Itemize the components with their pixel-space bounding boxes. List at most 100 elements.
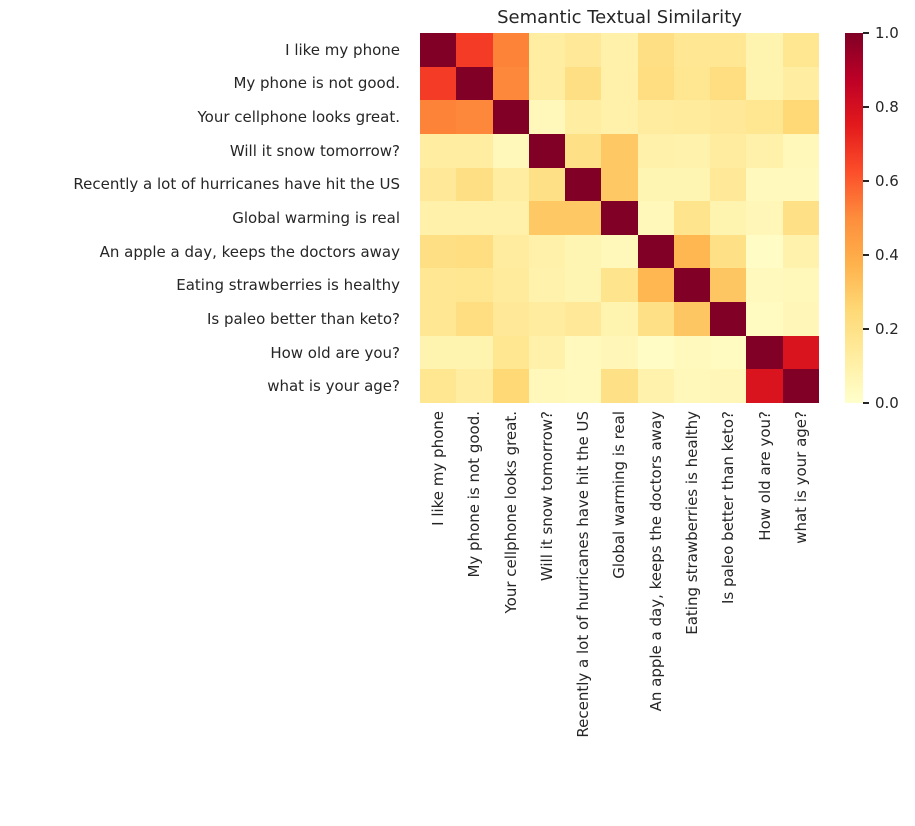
heatmap-cell — [637, 268, 674, 303]
heatmap-cell — [601, 201, 638, 235]
heatmap-cell — [456, 201, 493, 235]
x-axis-label-text: Will it snow tomorrow? — [537, 411, 556, 582]
heatmap-cell — [492, 33, 529, 67]
colorbar-tick — [863, 254, 869, 256]
heatmap-cell — [528, 369, 566, 403]
heatmap-cell — [746, 268, 783, 303]
heatmap-cell — [637, 167, 674, 202]
heatmap-cell — [420, 369, 457, 403]
x-axis-label: what is your age? — [783, 411, 819, 544]
heatmap-cell — [420, 302, 457, 336]
x-axis-label-text: How old are you? — [755, 411, 774, 541]
x-axis-label-text: Recently a lot of hurricanes have hit th… — [574, 411, 593, 738]
heatmap-cell — [565, 167, 602, 202]
x-axis-label: Eating strawberries is healthy — [674, 411, 710, 635]
heatmap-cell — [492, 66, 529, 101]
heatmap-cell — [601, 133, 638, 168]
heatmap-cell — [492, 167, 529, 202]
heatmap-cell — [601, 369, 638, 403]
y-axis-label: Is paleo better than keto? — [207, 309, 400, 328]
heatmap-cell — [637, 335, 674, 370]
colorbar-tick-label: 0.4 — [875, 246, 899, 264]
x-axis-label: Global warming is real — [601, 411, 637, 579]
heatmap-cell — [492, 369, 529, 403]
heatmap-cell — [782, 33, 819, 67]
y-axis-label: My phone is not good. — [233, 74, 400, 93]
heatmap-cell — [673, 302, 711, 336]
heatmap-cell — [601, 100, 638, 134]
heatmap-cell — [746, 302, 783, 336]
heatmap-cell — [710, 133, 747, 168]
heatmap-cell — [746, 100, 783, 134]
heatmap-cell — [782, 369, 819, 403]
heatmap-cell — [673, 369, 711, 403]
heatmap-cell — [601, 234, 638, 269]
x-axis-label-text: Eating strawberries is healthy — [683, 411, 702, 635]
heatmap-cell — [528, 66, 566, 101]
heatmap-cell — [782, 268, 819, 303]
heatmap-cell — [456, 335, 493, 370]
heatmap-cell — [456, 133, 493, 168]
heatmap-cell — [565, 201, 602, 235]
heatmap-cell — [492, 268, 529, 303]
colorbar-tick — [863, 106, 869, 108]
y-axis-label: Will it snow tomorrow? — [229, 141, 400, 160]
heatmap-cell — [746, 66, 783, 101]
heatmap-cell — [710, 100, 747, 134]
heatmap-cell — [601, 268, 638, 303]
heatmap-cell — [782, 201, 819, 235]
y-axis-label: I like my phone — [285, 40, 400, 59]
heatmap-cell — [456, 33, 493, 67]
heatmap-cell — [456, 302, 493, 336]
heatmap-cell — [528, 133, 566, 168]
y-axis-label: How old are you? — [270, 343, 400, 362]
heatmap-cell — [782, 167, 819, 202]
heatmap-cell — [528, 302, 566, 336]
heatmap-cell — [565, 133, 602, 168]
heatmap-cell — [420, 33, 457, 67]
heatmap-cell — [637, 234, 674, 269]
colorbar-tick-label: 0.0 — [875, 394, 899, 412]
heatmap-cell — [746, 234, 783, 269]
y-axis-labels: I like my phone My phone is not good. Your… — [0, 33, 410, 403]
heatmap-cell — [528, 201, 566, 235]
heatmap-cell — [565, 369, 602, 403]
x-axis-label-text: Global warming is real — [610, 411, 629, 579]
heatmap-cell — [601, 335, 638, 370]
x-axis-label-text: Is paleo better than keto? — [719, 411, 738, 604]
x-axis-label-text: what is your age? — [791, 411, 810, 544]
heatmap-cell — [782, 234, 819, 269]
heatmap-cell — [673, 234, 711, 269]
heatmap-cell — [565, 302, 602, 336]
heatmap-cell — [456, 167, 493, 202]
heatmap-cell — [710, 167, 747, 202]
heatmap-cell — [782, 100, 819, 134]
heatmap-cell — [710, 234, 747, 269]
x-axis-label: Is paleo better than keto? — [710, 411, 746, 604]
x-axis-label-text: I like my phone — [429, 411, 448, 526]
heatmap-cell — [492, 100, 529, 134]
y-axis-label: Global warming is real — [232, 209, 400, 227]
x-axis-label: An apple a day, keeps the doctors away — [638, 411, 674, 711]
heatmap-cell — [673, 100, 711, 134]
heatmap-cell — [782, 302, 819, 336]
heatmap-cell — [746, 33, 783, 67]
heatmap-cell — [637, 66, 674, 101]
x-axis-label-text: Your cellphone looks great. — [501, 411, 520, 614]
heatmap-cell — [673, 66, 711, 101]
heatmap-cell — [565, 66, 602, 101]
colorbar-tick-label: 0.2 — [875, 320, 899, 338]
heatmap-cell — [420, 66, 457, 101]
y-axis-label: Eating strawberries is healthy — [176, 276, 400, 295]
colorbar-tick-label: 1.0 — [875, 24, 899, 42]
heatmap-cell — [420, 201, 457, 235]
heatmap-cell — [710, 369, 747, 403]
heatmap-cell — [528, 335, 566, 370]
x-axis-labels: I like my phone My phone is not good. Your… — [420, 411, 819, 826]
heatmap-cell — [420, 335, 457, 370]
heatmap-cell — [637, 33, 674, 67]
chart-title: Semantic Textual Similarity — [497, 7, 742, 28]
heatmap-cell — [637, 302, 674, 336]
colorbar-tick-label: 0.6 — [875, 172, 899, 190]
y-axis-label: Recently a lot of hurricanes have hit th… — [73, 175, 400, 194]
